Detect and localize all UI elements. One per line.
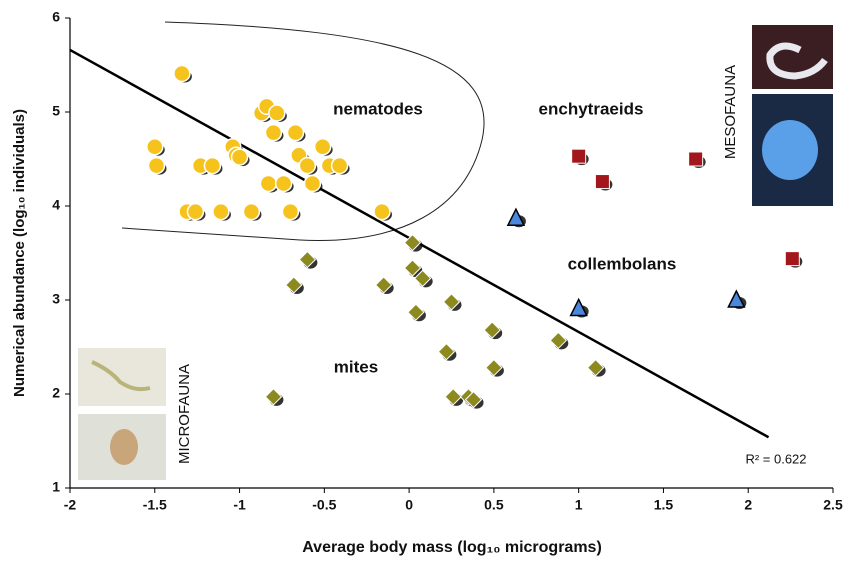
point (549, 331, 568, 350)
point (784, 251, 800, 267)
series-label: mites (334, 357, 378, 376)
point (464, 390, 483, 409)
micro-images (78, 348, 166, 480)
y-tick-label: 3 (52, 291, 60, 307)
point (281, 202, 300, 221)
point (186, 202, 205, 221)
point (586, 358, 605, 377)
y-tick-label: 1 (52, 479, 60, 495)
series-label: collembolans (568, 254, 677, 273)
point (230, 148, 249, 166)
point (407, 303, 425, 321)
point (298, 250, 317, 269)
point (303, 174, 322, 193)
x-tick-label: 2.5 (823, 497, 843, 513)
microfauna-label: MICROFAUNA (176, 364, 193, 464)
x-tick-label: 1 (575, 497, 583, 513)
point (147, 156, 166, 175)
point (264, 388, 283, 406)
point (330, 156, 349, 175)
x-tick-label: -1 (233, 497, 246, 513)
x-tick-label: 0.5 (484, 497, 504, 513)
x-tick-label: -2 (64, 497, 77, 513)
point (569, 297, 588, 317)
meso-images (752, 25, 833, 206)
point (485, 358, 503, 377)
point (437, 342, 456, 361)
point (403, 233, 422, 252)
point (373, 202, 391, 221)
x-axis-label: Average body mass (log₁₀ micrograms) (302, 539, 602, 556)
r-squared: R² = 0.622 (745, 451, 806, 466)
point (403, 259, 422, 277)
point (506, 207, 526, 226)
y-tick-label: 2 (52, 385, 60, 401)
point (571, 148, 587, 164)
point (173, 64, 191, 83)
point (727, 289, 746, 308)
point (286, 123, 305, 142)
series-label: enchytraeids (539, 99, 644, 118)
point (264, 123, 283, 142)
x-tick-label: 0 (405, 497, 413, 513)
x-tick-label: 1.5 (654, 497, 674, 513)
y-tick-label: 4 (52, 197, 60, 213)
point (483, 321, 501, 339)
point (413, 269, 432, 288)
y-tick-label: 5 (52, 103, 60, 119)
point (242, 202, 261, 221)
point (259, 174, 278, 193)
point (203, 156, 222, 175)
series-label: nematodes (333, 99, 423, 118)
x-tick-label: 2 (744, 497, 752, 513)
y-axis-label: Numerical abundance (log₁₀ individuals) (11, 109, 28, 397)
nematode-region (121, 21, 485, 241)
point (374, 276, 393, 294)
point (442, 293, 461, 311)
point (285, 276, 303, 294)
point (444, 388, 462, 406)
point (212, 202, 230, 221)
point (146, 138, 164, 156)
point (268, 104, 286, 122)
point (688, 151, 704, 167)
mesofauna-label: MESOFAUNA (722, 65, 739, 159)
point (313, 138, 332, 156)
x-tick-label: -1.5 (143, 497, 167, 513)
x-tick-label: -0.5 (312, 497, 336, 513)
y-tick-label: 6 (52, 9, 60, 25)
point (274, 174, 293, 193)
point (298, 156, 317, 175)
point (594, 174, 610, 190)
